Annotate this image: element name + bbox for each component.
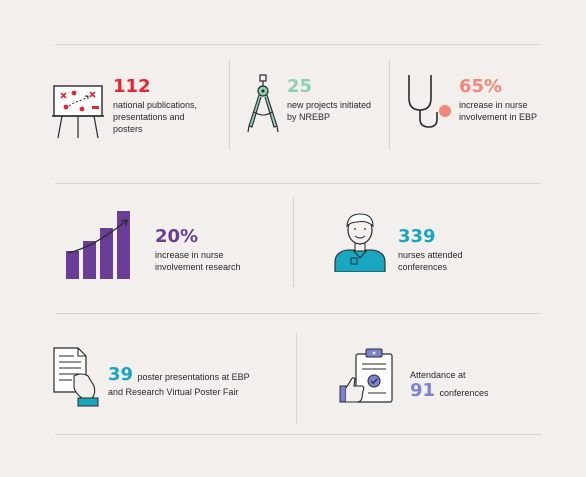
- divider-v4: [296, 333, 297, 423]
- compass-icon: [247, 74, 279, 133]
- stat-attendance-value: 91: [410, 380, 436, 401]
- stat-publications-label: national publications, presentations and…: [113, 100, 198, 134]
- stat-research-involvement: 20% increase in nurse involvement resear…: [155, 228, 285, 273]
- stat-poster-presentations-value: 39: [108, 364, 134, 385]
- stat-publications: 112 national publications, presentations…: [113, 78, 225, 135]
- divider-v3: [293, 197, 294, 287]
- stat-research-involvement-value: 20%: [155, 226, 199, 247]
- divider-v2: [389, 60, 390, 150]
- stat-attendance: Attendance at 91 conferences: [410, 369, 530, 401]
- divider-v1: [229, 60, 230, 150]
- document-hand-icon: [53, 347, 99, 407]
- stat-ebp-involvement-value: 65%: [459, 76, 503, 97]
- stat-attendance-label: conferences: [439, 388, 489, 398]
- stat-projects: 25 new projects initiated by NREBP: [287, 78, 387, 123]
- stat-poster-presentations-label-line1: poster presentations at EBP: [137, 372, 250, 382]
- clipboard-thumbs-up-icon: [339, 348, 393, 403]
- stat-ebp-involvement-label: increase in nurse involvement in EBP: [459, 100, 538, 122]
- stat-poster-presentations: 39 poster presentations at EBP and Resea…: [108, 366, 294, 398]
- stat-nurses-conferences-value: 339: [398, 226, 436, 247]
- whiteboard-plan-icon: [52, 85, 104, 139]
- stat-nurses-conferences-label: nurses attended conferences: [398, 250, 463, 272]
- stethoscope-icon: [408, 75, 451, 128]
- stat-attendance-prefix: Attendance at: [410, 370, 466, 380]
- divider-row1: [55, 183, 541, 184]
- stat-projects-label: new projects initiated by NREBP: [287, 100, 372, 122]
- stat-research-involvement-label: increase in nurse involvement research: [155, 250, 241, 272]
- stat-nurses-conferences: 339 nurses attended conferences: [398, 228, 508, 273]
- divider-row2: [55, 313, 541, 314]
- divider-top: [55, 44, 541, 45]
- stat-projects-value: 25: [287, 76, 313, 97]
- stat-poster-presentations-label-line2: and Research Virtual Poster Fair: [108, 387, 239, 397]
- stat-publications-value: 112: [113, 76, 151, 97]
- nurse-avatar-icon: [334, 213, 386, 272]
- stat-ebp-involvement: 65% increase in nurse involvement in EBP: [459, 78, 559, 123]
- divider-bottom: [55, 434, 541, 435]
- bar-growth-icon: [66, 211, 130, 279]
